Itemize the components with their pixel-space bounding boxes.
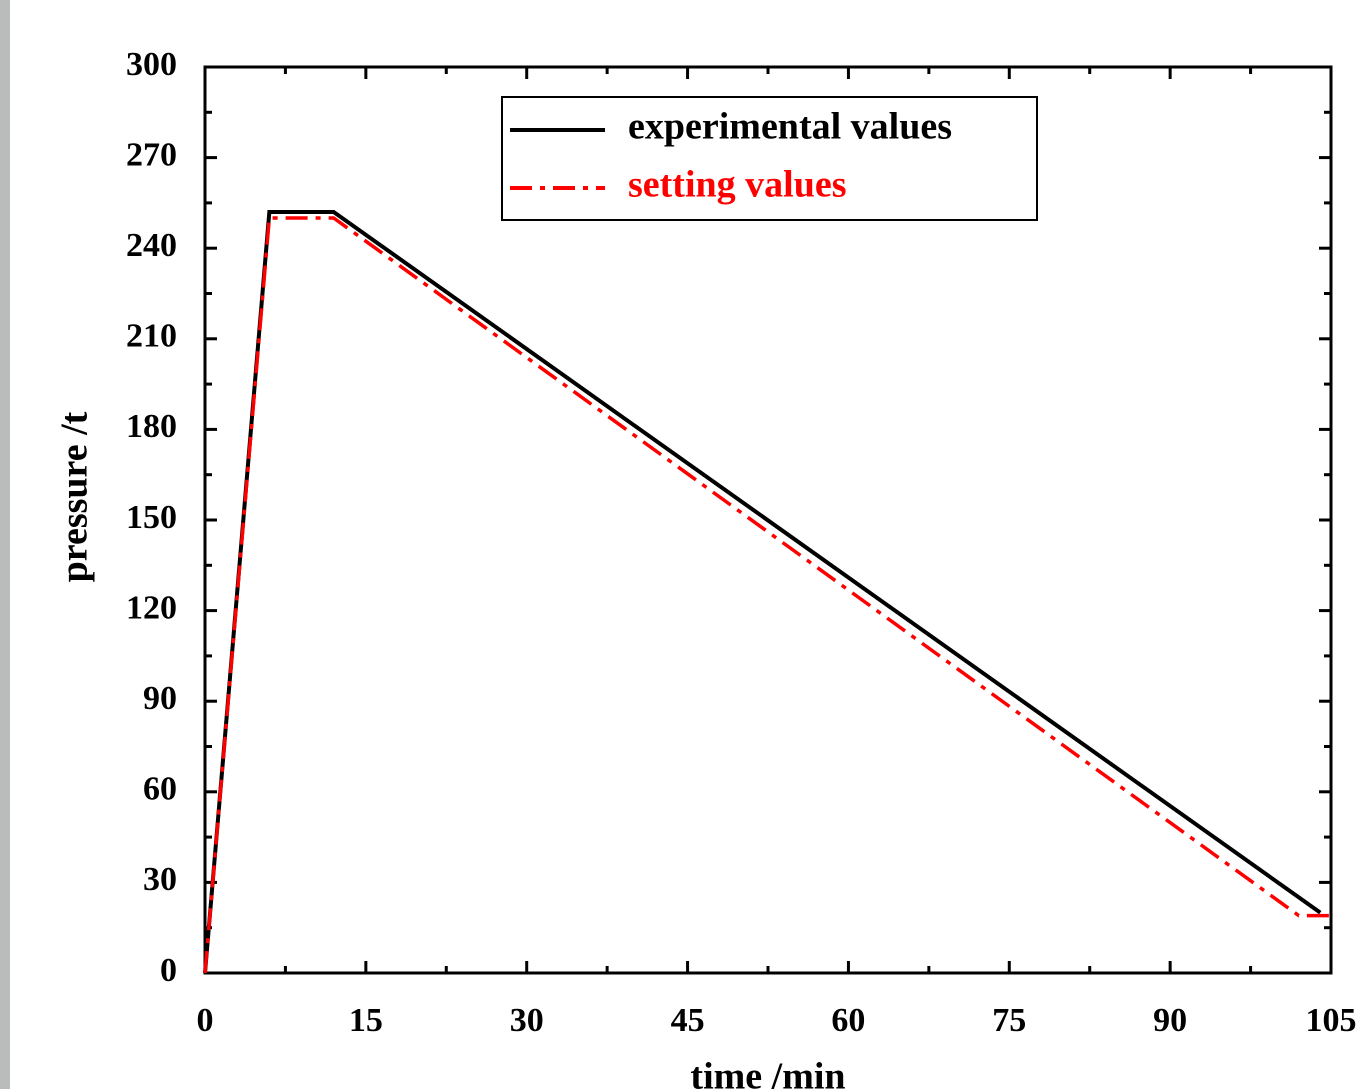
photo-edge	[0, 0, 10, 1089]
y-axis-label: pressure /t	[54, 411, 96, 582]
y-tick-label: 120	[126, 589, 177, 626]
y-tick-label: 90	[143, 680, 177, 717]
y-tick-label: 30	[143, 861, 177, 898]
legend-label: experimental values	[628, 106, 952, 148]
y-tick-label: 210	[126, 318, 177, 355]
x-axis-label: time /min	[690, 1056, 845, 1089]
x-tick-label: 15	[349, 1002, 383, 1039]
y-tick-label: 0	[160, 952, 177, 989]
y-tick-label: 60	[143, 771, 177, 808]
y-tick-label: 270	[126, 136, 177, 173]
y-tick-label: 240	[126, 227, 177, 264]
x-tick-label: 105	[1306, 1002, 1357, 1039]
x-tick-label: 75	[992, 1002, 1026, 1039]
x-tick-label: 90	[1153, 1002, 1187, 1039]
x-tick-label: 0	[197, 1002, 214, 1039]
legend-label: setting values	[628, 164, 847, 206]
legend-box	[501, 96, 1038, 221]
series-line	[203, 216, 1331, 974]
x-tick-label: 45	[671, 1002, 705, 1039]
y-tick-label: 150	[126, 499, 177, 536]
x-tick-label: 60	[831, 1002, 865, 1039]
y-tick-label: 180	[126, 408, 177, 445]
series-line	[203, 209, 1322, 974]
y-tick-label: 300	[126, 46, 177, 83]
x-tick-label: 30	[510, 1002, 544, 1039]
